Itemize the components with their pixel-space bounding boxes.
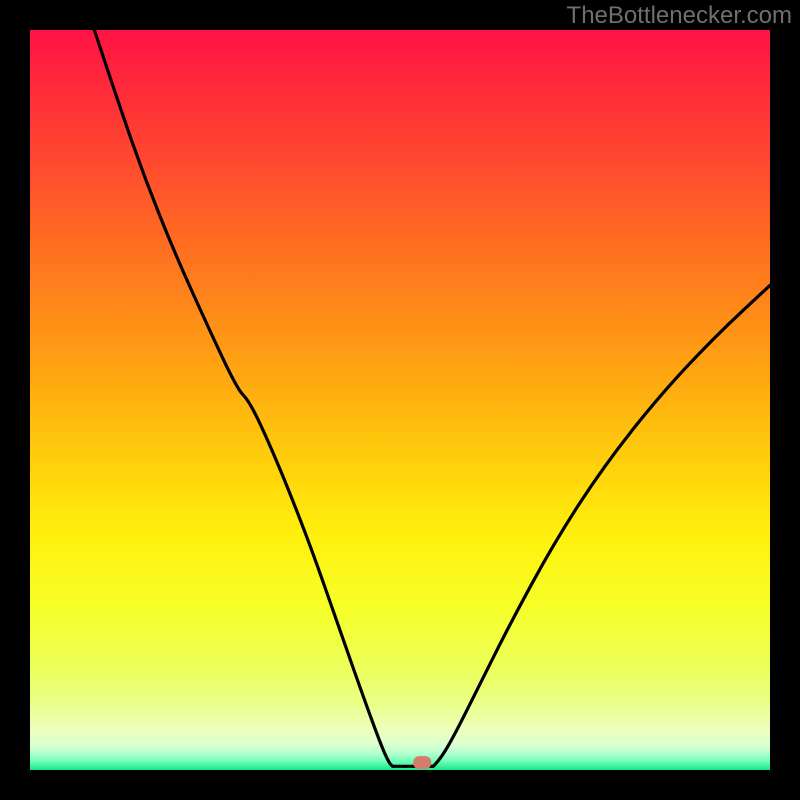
bottleneck-chart-svg [0,0,800,800]
selection-marker [413,756,431,769]
chart-canvas: TheBottlenecker.com [0,0,800,800]
